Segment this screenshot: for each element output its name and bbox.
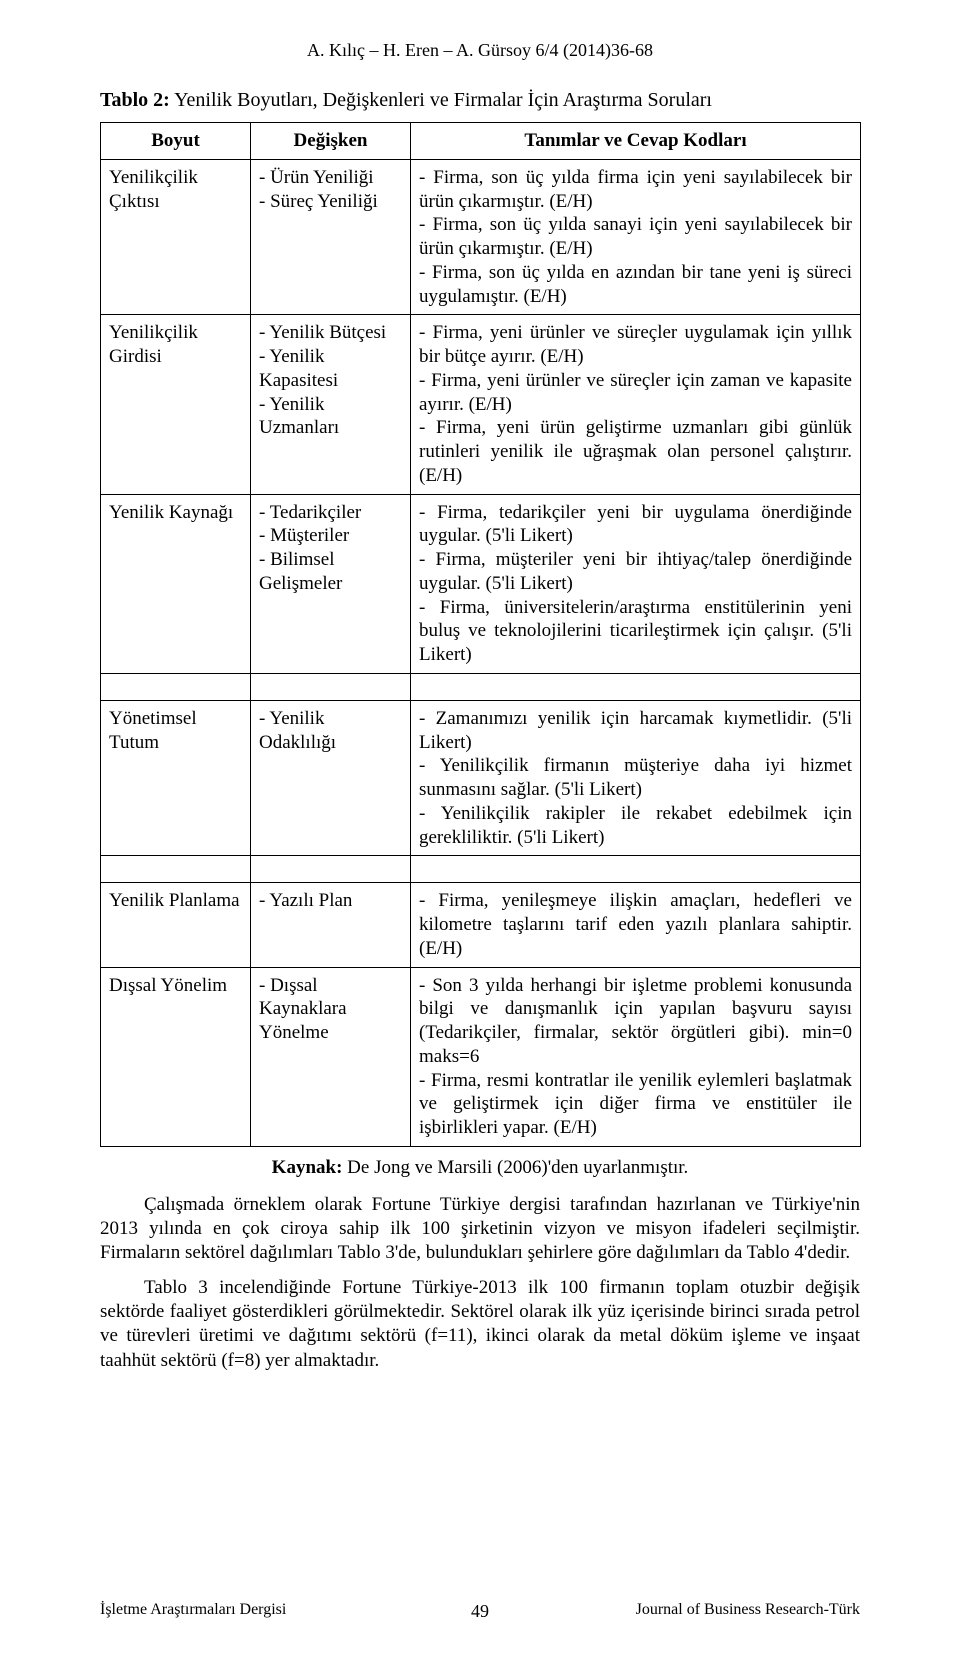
cell-boyut: Yönetimsel Tutum (101, 700, 251, 856)
cell-tanim: - Firma, yenileşmeye ilişkin amaçları, h… (411, 883, 861, 967)
table-body: Yenilikçilik Çıktısı- Ürün Yeniliği - Sü… (101, 159, 861, 1146)
th-degisken: Değişken (251, 123, 411, 160)
table-caption-label: Tablo 2: (100, 89, 170, 111)
cell-degisken: - Dışsal Kaynaklara Yönelme (251, 967, 411, 1146)
gap-cell (411, 856, 861, 883)
table-gap-row (101, 856, 861, 883)
source-text: De Jong ve Marsili (2006)'den uyarlanmış… (347, 1157, 688, 1178)
cell-tanim: - Firma, tedarikçiler yeni bir uygulama … (411, 494, 861, 673)
table-row: Yönetimsel Tutum- Yenilik Odaklılığı- Za… (101, 700, 861, 856)
gap-cell (101, 673, 251, 700)
footer-page-number: 49 (100, 1601, 860, 1622)
table-row: Yenilik Kaynağı- Tedarikçiler - Müşteril… (101, 494, 861, 673)
cell-boyut: Dışsal Yönelim (101, 967, 251, 1146)
gap-cell (101, 856, 251, 883)
cell-tanim: - Zamanımızı yenilik için harcamak kıyme… (411, 700, 861, 856)
cell-degisken: - Yazılı Plan (251, 883, 411, 967)
body-paragraph: Tablo 3 incelendiğinde Fortune Türkiye-2… (100, 1276, 860, 1373)
page: A. Kılıç – H. Eren – A. Gürsoy 6/4 (2014… (0, 0, 960, 1655)
gap-cell (251, 673, 411, 700)
table-row: Dışsal Yönelim- Dışsal Kaynaklara Yönelm… (101, 967, 861, 1146)
data-table: Boyut Değişken Tanımlar ve Cevap Kodları… (100, 122, 861, 1147)
cell-degisken: - Ürün Yeniliği - Süreç Yeniliği (251, 159, 411, 315)
gap-cell (411, 673, 861, 700)
table-row: Yenilik Planlama- Yazılı Plan- Firma, ye… (101, 883, 861, 967)
th-boyut: Boyut (101, 123, 251, 160)
table-gap-row (101, 673, 861, 700)
cell-boyut: Yenilikçilik Girdisi (101, 315, 251, 494)
table-row: Yenilikçilik Girdisi- Yenilik Bütçesi - … (101, 315, 861, 494)
cell-degisken: - Yenilik Bütçesi - Yenilik Kapasitesi -… (251, 315, 411, 494)
page-footer: 49 İşletme Araştırmaları Dergisi Journal… (100, 1601, 860, 1619)
table-caption: Tablo 2: Yenilik Boyutları, Değişkenleri… (100, 89, 860, 112)
cell-tanim: - Firma, yeni ürünler ve süreçler uygula… (411, 315, 861, 494)
cell-boyut: Yenilik Kaynağı (101, 494, 251, 673)
gap-cell (251, 856, 411, 883)
th-tanimlar: Tanımlar ve Cevap Kodları (411, 123, 861, 160)
running-header: A. Kılıç – H. Eren – A. Gürsoy 6/4 (2014… (100, 40, 860, 61)
cell-degisken: - Tedarikçiler - Müşteriler - Bilimsel G… (251, 494, 411, 673)
cell-degisken: - Yenilik Odaklılığı (251, 700, 411, 856)
body-text: Çalışmada örneklem olarak Fortune Türkiy… (100, 1193, 860, 1373)
cell-tanim: - Firma, son üç yılda firma için yeni sa… (411, 159, 861, 315)
body-paragraph: Çalışmada örneklem olarak Fortune Türkiy… (100, 1193, 860, 1266)
table-row: Yenilikçilik Çıktısı- Ürün Yeniliği - Sü… (101, 159, 861, 315)
table-caption-text: Yenilik Boyutları, Değişkenleri ve Firma… (174, 89, 712, 111)
cell-boyut: Yenilik Planlama (101, 883, 251, 967)
table-source: Kaynak: De Jong ve Marsili (2006)'den uy… (100, 1157, 860, 1179)
table-header-row: Boyut Değişken Tanımlar ve Cevap Kodları (101, 123, 861, 160)
cell-boyut: Yenilikçilik Çıktısı (101, 159, 251, 315)
table-head: Boyut Değişken Tanımlar ve Cevap Kodları (101, 123, 861, 160)
source-label: Kaynak: (272, 1157, 343, 1178)
cell-tanim: - Son 3 yılda herhangi bir işletme probl… (411, 967, 861, 1146)
